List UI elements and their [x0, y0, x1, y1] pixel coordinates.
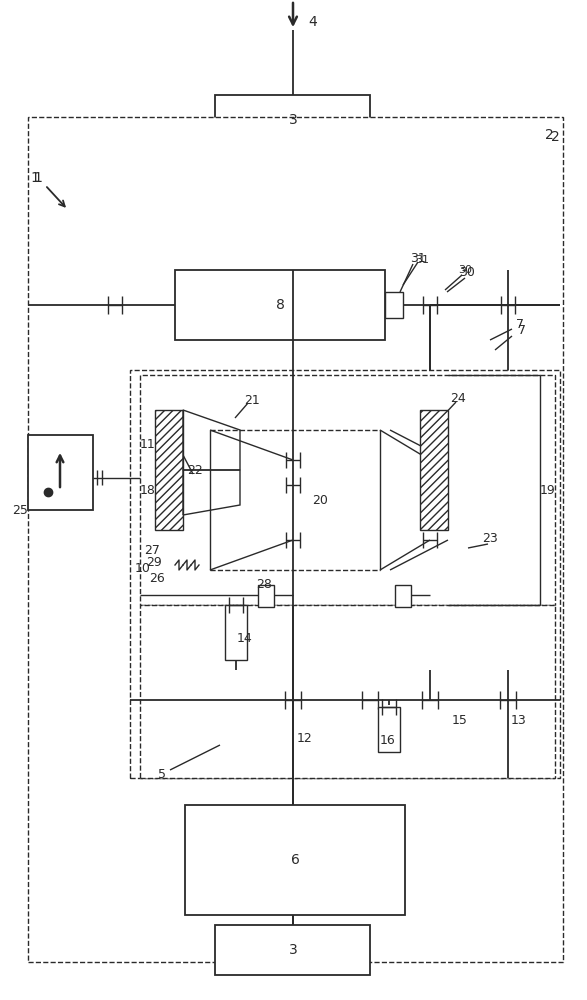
- Bar: [225, 605, 247, 660]
- Bar: [258, 585, 274, 607]
- Bar: [28, 435, 93, 510]
- Bar: [215, 95, 370, 145]
- Bar: [140, 375, 555, 605]
- Text: 12: 12: [297, 732, 313, 744]
- Text: 13: 13: [511, 714, 527, 726]
- Text: 19: 19: [540, 484, 556, 496]
- Bar: [155, 410, 183, 530]
- Text: 2: 2: [551, 130, 559, 144]
- Text: 22: 22: [187, 464, 203, 477]
- Text: 1: 1: [33, 171, 42, 185]
- Text: 10: 10: [135, 562, 151, 574]
- Text: 31: 31: [415, 255, 429, 265]
- Text: 31: 31: [410, 251, 426, 264]
- Bar: [185, 805, 405, 915]
- Bar: [215, 925, 370, 975]
- Text: 27: 27: [144, 544, 160, 556]
- Text: 4: 4: [309, 15, 318, 29]
- Text: 14: 14: [237, 632, 253, 645]
- Bar: [140, 605, 555, 778]
- Text: 3: 3: [289, 943, 298, 957]
- Text: 1: 1: [31, 171, 39, 185]
- Text: 6: 6: [291, 853, 299, 867]
- Text: 23: 23: [482, 532, 498, 544]
- Text: 28: 28: [256, 578, 272, 591]
- Bar: [420, 410, 448, 530]
- Bar: [130, 370, 560, 778]
- Bar: [378, 707, 400, 752]
- Bar: [395, 585, 411, 607]
- Text: 24: 24: [450, 391, 466, 404]
- Text: 29: 29: [146, 556, 162, 568]
- Text: 20: 20: [312, 493, 328, 506]
- Text: 7: 7: [516, 318, 524, 332]
- Bar: [28, 117, 563, 962]
- Text: 30: 30: [458, 265, 472, 275]
- Text: 25: 25: [12, 504, 28, 516]
- Text: 21: 21: [244, 393, 260, 406]
- Text: 5: 5: [158, 768, 166, 782]
- Text: 2: 2: [545, 128, 554, 142]
- Text: 18: 18: [140, 484, 156, 496]
- Bar: [175, 270, 385, 340]
- Text: 11: 11: [140, 438, 156, 452]
- Text: 7: 7: [518, 324, 526, 336]
- Text: 26: 26: [149, 572, 165, 584]
- Text: 8: 8: [275, 298, 285, 312]
- Text: 3: 3: [289, 113, 298, 127]
- Bar: [385, 292, 403, 318]
- Text: 15: 15: [452, 714, 468, 726]
- Text: 16: 16: [380, 734, 396, 746]
- Text: 30: 30: [459, 266, 475, 279]
